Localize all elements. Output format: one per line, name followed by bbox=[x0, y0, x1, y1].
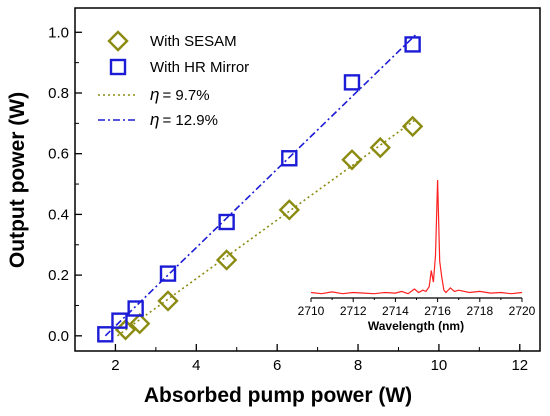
sesam-data-point bbox=[369, 136, 391, 159]
fit-lines bbox=[104, 33, 418, 337]
hr-mirror-data-point bbox=[159, 265, 177, 282]
x-tick-label: 10 bbox=[431, 357, 448, 374]
sesam-data-point bbox=[215, 249, 238, 271]
legend-label-sesam: With SESAM bbox=[150, 33, 237, 50]
legend-label-eta-12-9: η = 12.9% bbox=[150, 110, 218, 129]
sesam-data-point bbox=[157, 290, 179, 312]
y-tick-label: 0.2 bbox=[48, 267, 69, 284]
inset-x-tick-label: 2714 bbox=[382, 304, 409, 318]
x-tick-label: 2 bbox=[111, 357, 119, 374]
x-tick-label: 8 bbox=[354, 357, 362, 374]
inset-x-tick-label: 2718 bbox=[466, 304, 493, 318]
inset-x-tick-label: 2710 bbox=[298, 304, 325, 318]
hr-mirror-data-point bbox=[343, 74, 361, 91]
legend-diamond-symbol bbox=[107, 30, 129, 52]
y-tick-label: 1.0 bbox=[48, 24, 69, 41]
hr-mirror-data-point bbox=[97, 326, 114, 343]
inset-x-tick-label: 2716 bbox=[424, 304, 451, 318]
sesam-data-point bbox=[341, 149, 363, 171]
legend-square-symbol bbox=[109, 58, 127, 76]
legend-sesam-marker bbox=[107, 30, 129, 52]
y-tick-label: 0.4 bbox=[48, 206, 69, 223]
inset-spectrum: 2710 2712 2714 2716 2718 2720 Wavelength (nm) bbox=[298, 179, 536, 333]
inset-x-tick-label: 2712 bbox=[340, 304, 367, 318]
x-tick-label: 12 bbox=[511, 357, 528, 374]
spectrum-line bbox=[310, 179, 523, 295]
hr-mirror-data-point bbox=[281, 150, 298, 167]
y-tick-label: 0.0 bbox=[48, 328, 69, 345]
hr-mirror-data-point bbox=[127, 300, 144, 317]
x-axis-title: Absorbed pump power (W) bbox=[144, 384, 412, 407]
inset-x-tick-label: 2720 bbox=[509, 304, 536, 318]
y-tick-label: 0.8 bbox=[48, 85, 69, 102]
y-tick-label: 0.6 bbox=[48, 146, 69, 163]
sesam-data-point bbox=[128, 312, 151, 335]
data-markers bbox=[97, 36, 424, 343]
main-axes-ticks: 2 4 6 8 10 12 0.0 0.2 0.4 0.6 0.8 1.0 bbox=[48, 24, 528, 374]
hr-mirror-data-point bbox=[111, 312, 128, 329]
hr-mirror-data-point bbox=[404, 36, 421, 53]
inset-axis-ticks: 2710 2712 2714 2716 2718 2720 bbox=[298, 298, 536, 318]
fit-line-eta-12-9 bbox=[104, 33, 418, 337]
x-tick-label: 4 bbox=[192, 357, 200, 374]
sesam-data-point bbox=[278, 199, 301, 221]
legend-label-hr: With HR Mirror bbox=[150, 59, 249, 76]
legend-hr-marker bbox=[109, 58, 127, 76]
y-axis-title: Output power (W) bbox=[6, 92, 29, 268]
plot-frame bbox=[74, 7, 541, 352]
fit-line-eta-9-7 bbox=[116, 118, 418, 337]
legend-label-eta-9-7: η = 9.7% bbox=[150, 85, 210, 104]
legend: With SESAM With HR Mirror η = 9.7% η = 12.… bbox=[98, 30, 249, 129]
x-tick-label: 6 bbox=[273, 357, 281, 374]
hr-mirror-data-point bbox=[218, 213, 235, 231]
sesam-data-point bbox=[401, 115, 424, 138]
inset-x-axis-title: Wavelength (nm) bbox=[368, 319, 464, 333]
